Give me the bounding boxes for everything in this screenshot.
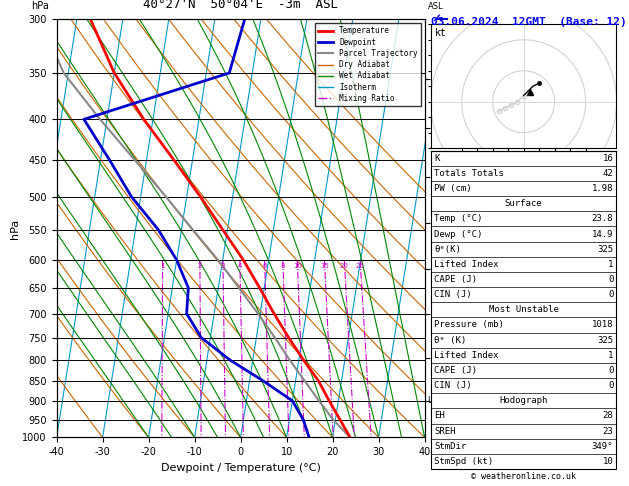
Y-axis label: hPa: hPa [9, 218, 19, 239]
Text: 0: 0 [608, 275, 613, 284]
Text: 8: 8 [281, 263, 285, 269]
Text: 3: 3 [221, 263, 225, 269]
Text: 4: 4 [238, 263, 242, 269]
Text: 42: 42 [603, 169, 613, 178]
Text: PW (cm): PW (cm) [434, 184, 472, 193]
Text: 1018: 1018 [592, 320, 613, 330]
Text: 10: 10 [292, 263, 302, 269]
Text: Temp (°C): Temp (°C) [434, 214, 482, 224]
Text: CIN (J): CIN (J) [434, 290, 472, 299]
Text: © weatheronline.co.uk: © weatheronline.co.uk [471, 472, 576, 481]
Text: StmDir: StmDir [434, 442, 466, 451]
Text: CAPE (J): CAPE (J) [434, 366, 477, 375]
Text: km
ASL: km ASL [428, 0, 444, 11]
Text: 16: 16 [603, 154, 613, 163]
Text: 23: 23 [603, 427, 613, 435]
Text: StmSpd (kt): StmSpd (kt) [434, 457, 493, 466]
Y-axis label: Mixing Ratio (g/kg): Mixing Ratio (g/kg) [483, 182, 493, 275]
Text: Hodograph: Hodograph [499, 396, 548, 405]
Text: LCL: LCL [427, 396, 442, 405]
Text: Pressure (mb): Pressure (mb) [434, 320, 504, 330]
Text: 1: 1 [160, 263, 165, 269]
Text: 0: 0 [608, 366, 613, 375]
Text: 325: 325 [597, 244, 613, 254]
Text: 40°27'N  50°04'E  -3m  ASL: 40°27'N 50°04'E -3m ASL [143, 0, 338, 11]
Text: 10: 10 [603, 457, 613, 466]
Text: K: K [434, 154, 440, 163]
Text: 1: 1 [608, 260, 613, 269]
Text: Dewp (°C): Dewp (°C) [434, 229, 482, 239]
Text: 25: 25 [355, 263, 364, 269]
Text: Most Unstable: Most Unstable [489, 305, 559, 314]
Text: 0: 0 [608, 381, 613, 390]
Text: 325: 325 [597, 336, 613, 345]
Text: Surface: Surface [505, 199, 542, 208]
Text: Totals Totals: Totals Totals [434, 169, 504, 178]
Text: 1.98: 1.98 [592, 184, 613, 193]
Text: CAPE (J): CAPE (J) [434, 275, 477, 284]
Text: 349°: 349° [592, 442, 613, 451]
Text: 14.9: 14.9 [592, 229, 613, 239]
Text: 1: 1 [608, 351, 613, 360]
Text: 15: 15 [320, 263, 329, 269]
Text: 28: 28 [603, 412, 613, 420]
Text: CIN (J): CIN (J) [434, 381, 472, 390]
X-axis label: Dewpoint / Temperature (°C): Dewpoint / Temperature (°C) [160, 463, 321, 473]
Text: θᵉ(K): θᵉ(K) [434, 244, 461, 254]
Text: SREH: SREH [434, 427, 455, 435]
Text: 6: 6 [262, 263, 267, 269]
Text: θᵉ (K): θᵉ (K) [434, 336, 466, 345]
Text: 2: 2 [198, 263, 202, 269]
Text: 23.8: 23.8 [592, 214, 613, 224]
Text: EH: EH [434, 412, 445, 420]
Text: Lifted Index: Lifted Index [434, 351, 499, 360]
Text: 0: 0 [608, 290, 613, 299]
Text: hPa: hPa [31, 1, 48, 11]
Text: Lifted Index: Lifted Index [434, 260, 499, 269]
Text: 20: 20 [340, 263, 348, 269]
Text: 03.06.2024  12GMT  (Base: 12): 03.06.2024 12GMT (Base: 12) [431, 17, 626, 27]
Legend: Temperature, Dewpoint, Parcel Trajectory, Dry Adiabat, Wet Adiabat, Isotherm, Mi: Temperature, Dewpoint, Parcel Trajectory… [314, 23, 421, 106]
Text: kt: kt [435, 28, 447, 38]
